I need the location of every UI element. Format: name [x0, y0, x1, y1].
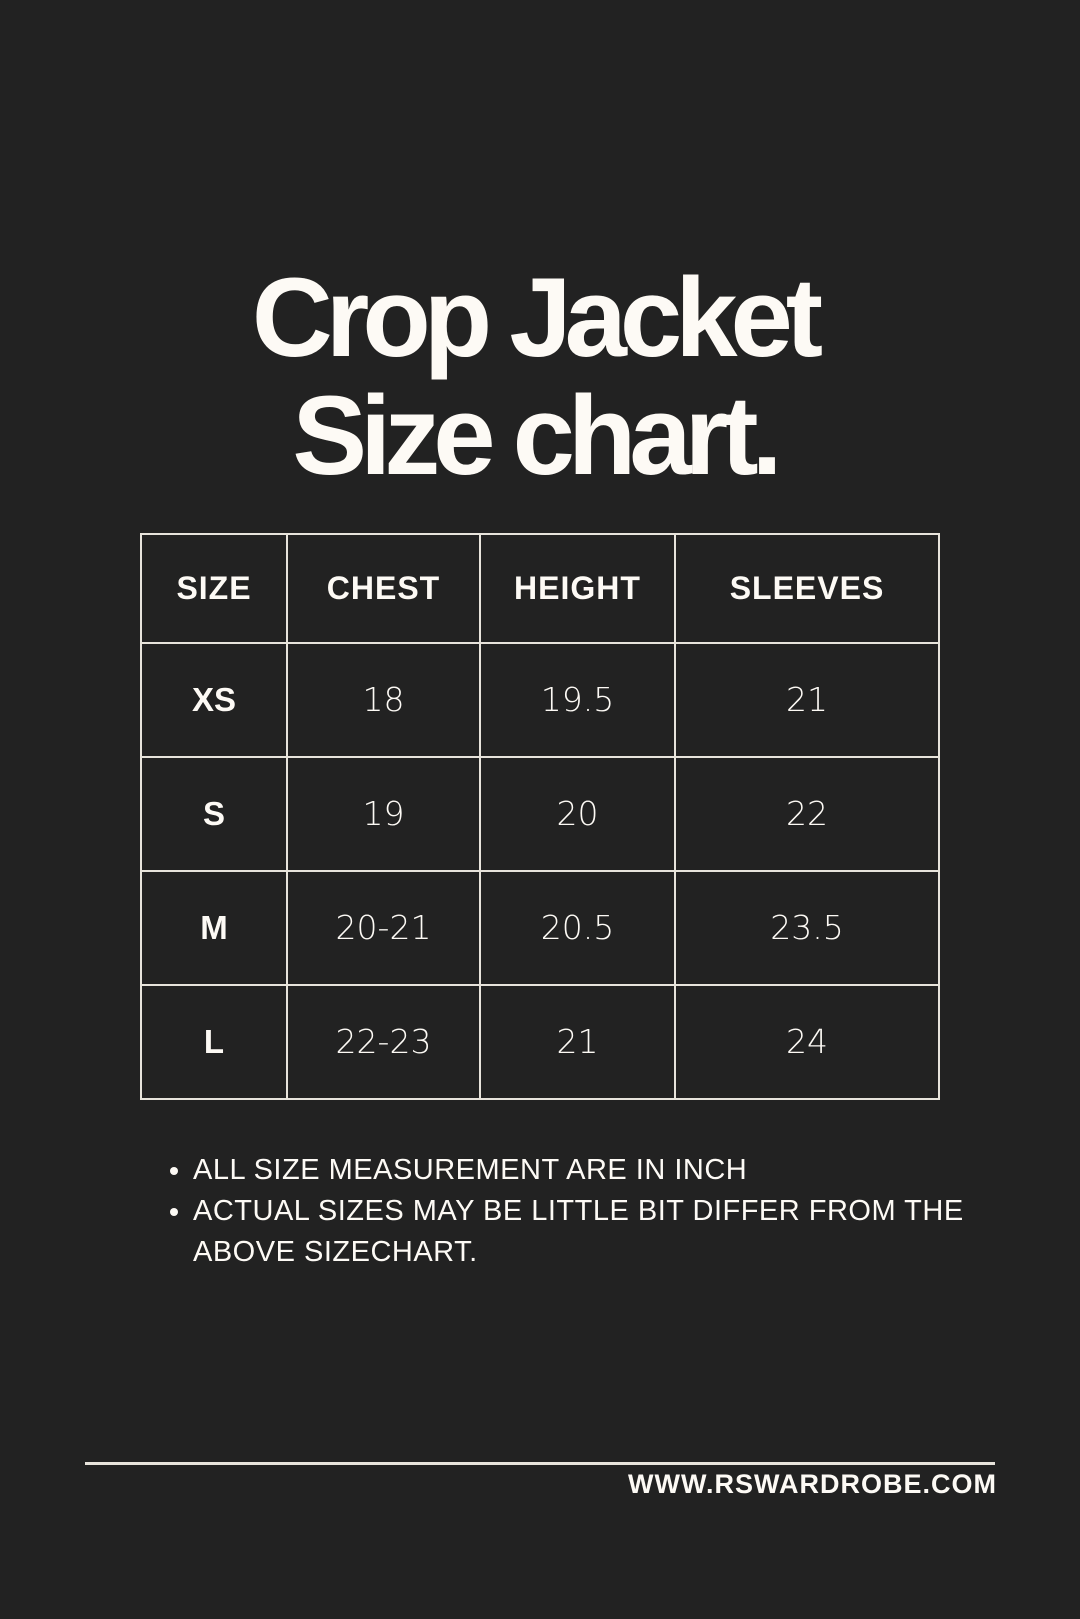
cell-size: M	[140, 869, 288, 986]
table-header-row: SIZE CHEST HEIGHT SLEEVES	[140, 533, 940, 644]
note-item: ACTUAL SIZES MAY BE LITTLE BIT DIFFER FR…	[193, 1191, 993, 1273]
cell-size: L	[140, 983, 288, 1101]
cell-sleeves: 24	[674, 983, 940, 1101]
cell-size: S	[140, 755, 288, 872]
cell-height: 19.5	[479, 641, 676, 758]
title-line-1: Crop Jacket	[251, 255, 823, 380]
title-line-2: Size chart.	[292, 373, 782, 498]
cell-sleeves: 22	[674, 755, 940, 872]
website-link[interactable]: WWW.RSWARDROBE.COM	[628, 1469, 997, 1499]
header-chest: CHEST	[286, 533, 481, 644]
header-sleeves: SLEEVES	[674, 533, 940, 644]
cell-sleeves: 21	[674, 641, 940, 758]
cell-chest: 19	[286, 755, 481, 872]
footer-divider	[85, 1462, 995, 1465]
cell-height: 20	[479, 755, 676, 872]
notes-list: ALL SIZE MEASUREMENT ARE IN INCH ACTUAL …	[160, 1150, 993, 1273]
header-height: HEIGHT	[479, 533, 676, 644]
table-row: S 19 20 22	[140, 755, 940, 872]
cell-size: XS	[140, 641, 288, 758]
size-chart-table: SIZE CHEST HEIGHT SLEEVES XS 18 19.5 21 …	[140, 533, 940, 1101]
table-row: M 20-21 20.5 23.5	[140, 869, 940, 986]
cell-height: 21	[479, 983, 676, 1101]
cell-sleeves: 23.5	[674, 869, 940, 986]
cell-chest: 18	[286, 641, 481, 758]
note-item: ALL SIZE MEASUREMENT ARE IN INCH	[193, 1150, 993, 1191]
table-row: L 22-23 21 24	[140, 983, 940, 1101]
table-row: XS 18 19.5 21	[140, 641, 940, 758]
header-size: SIZE	[140, 533, 288, 644]
cell-chest: 22-23	[286, 983, 481, 1101]
cell-chest: 20-21	[286, 869, 481, 986]
cell-height: 20.5	[479, 869, 676, 986]
